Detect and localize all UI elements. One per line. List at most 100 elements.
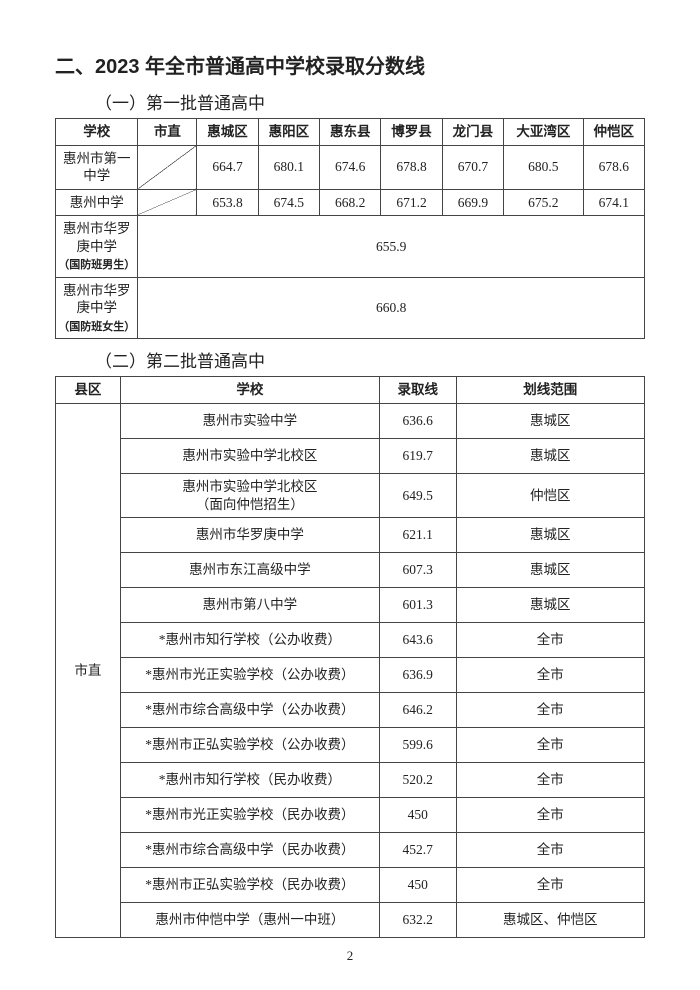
merged-score-cell: 655.9 [138, 216, 645, 278]
score-cell: 450 [379, 798, 456, 833]
col-district: 县区 [56, 377, 121, 404]
school-cell: *惠州市综合高级中学（公办收费） [120, 693, 379, 728]
score-cell: 643.6 [379, 623, 456, 658]
scope-cell: 全市 [456, 763, 645, 798]
score-cell: 601.3 [379, 588, 456, 623]
table-row: 惠州市第八中学601.3惠城区 [56, 588, 645, 623]
scope-cell: 全市 [456, 623, 645, 658]
score-cell: 675.2 [504, 189, 584, 216]
col-scope: 划线范围 [456, 377, 645, 404]
col-boluo: 博罗县 [381, 119, 442, 146]
district-cell: 市直 [56, 404, 121, 938]
school-cell: *惠州市正弘实验学校（公办收费） [120, 728, 379, 763]
table-row: *惠州市知行学校（公办收费）643.6全市 [56, 623, 645, 658]
score-cell: 636.6 [379, 404, 456, 439]
section1-title: （一）第一批普通高中 [95, 89, 645, 114]
score-cell: 669.9 [442, 189, 503, 216]
table-row: 惠州市华罗庚中学621.1惠城区 [56, 518, 645, 553]
school-cell: *惠州市光正实验学校（民办收费） [120, 798, 379, 833]
table1-row4: 惠州市华罗 庚中学 （国防班女生） 660.8 [56, 277, 645, 339]
scope-cell: 全市 [456, 693, 645, 728]
scope-cell: 惠城区 [456, 439, 645, 474]
score-cell: 450 [379, 868, 456, 903]
score-cell: 668.2 [320, 189, 381, 216]
scope-cell: 惠城区 [456, 553, 645, 588]
table1-row1: 惠州市第一中学 664.7 680.1 674.6 678.8 670.7 68… [56, 145, 645, 189]
table-row: *惠州市光正实验学校（民办收费）450全市 [56, 798, 645, 833]
score-cell: 636.9 [379, 658, 456, 693]
col-shizhi: 市直 [138, 119, 197, 146]
table-row: *惠州市综合高级中学（公办收费）646.2全市 [56, 693, 645, 728]
table-batch1: 学校 市直 惠城区 惠阳区 惠东县 博罗县 龙门县 大亚湾区 仲恺区 惠州市第一… [55, 118, 645, 339]
col-longmen: 龙门县 [442, 119, 503, 146]
col-dayawan: 大亚湾区 [504, 119, 584, 146]
score-cell: 678.6 [583, 145, 644, 189]
col-score: 录取线 [379, 377, 456, 404]
score-cell: 619.7 [379, 439, 456, 474]
col-school: 学校 [120, 377, 379, 404]
school-cell: *惠州市光正实验学校（公办收费） [120, 658, 379, 693]
score-cell: 621.1 [379, 518, 456, 553]
school-cell: 惠州市华罗庚中学 [120, 518, 379, 553]
school-name: 惠州中学 [56, 189, 138, 216]
scope-cell: 惠城区 [456, 404, 645, 439]
table-row: *惠州市知行学校（民办收费）520.2全市 [56, 763, 645, 798]
scope-cell: 全市 [456, 658, 645, 693]
diagonal-cell [138, 145, 197, 189]
score-cell: 671.2 [381, 189, 442, 216]
score-cell: 678.8 [381, 145, 442, 189]
table-row: 惠州市实验中学北校区（面向仲恺招生）649.5仲恺区 [56, 474, 645, 518]
school-name: 惠州市华罗 庚中学 （国防班女生） [56, 277, 138, 339]
table-row: 惠州市东江高级中学607.3惠城区 [56, 553, 645, 588]
school-name: 惠州市第一中学 [56, 145, 138, 189]
school-cell: *惠州市知行学校（公办收费） [120, 623, 379, 658]
scope-cell: 全市 [456, 728, 645, 763]
diagonal-cell [138, 189, 197, 216]
school-cell: 惠州市东江高级中学 [120, 553, 379, 588]
score-cell: 680.1 [258, 145, 319, 189]
table-row: *惠州市正弘实验学校（公办收费）599.6全市 [56, 728, 645, 763]
table1-row2: 惠州中学 653.8 674.5 668.2 671.2 669.9 675.2… [56, 189, 645, 216]
scope-cell: 惠城区 [456, 518, 645, 553]
table-row: *惠州市综合高级中学（民办收费）452.7全市 [56, 833, 645, 868]
col-huiyang: 惠阳区 [258, 119, 319, 146]
score-cell: 607.3 [379, 553, 456, 588]
table-row: *惠州市光正实验学校（公办收费）636.9全市 [56, 658, 645, 693]
scope-cell: 全市 [456, 833, 645, 868]
school-cell: 惠州市实验中学 [120, 404, 379, 439]
table-row: 市直惠州市实验中学636.6惠城区 [56, 404, 645, 439]
col-huicheng: 惠城区 [197, 119, 258, 146]
score-cell: 649.5 [379, 474, 456, 518]
score-cell: 599.6 [379, 728, 456, 763]
school-cell: 惠州市仲恺中学（惠州一中班） [120, 903, 379, 938]
page-number: 2 [55, 948, 645, 964]
score-cell: 653.8 [197, 189, 258, 216]
scope-cell: 仲恺区 [456, 474, 645, 518]
school-cell: *惠州市正弘实验学校（民办收费） [120, 868, 379, 903]
score-cell: 632.2 [379, 903, 456, 938]
table1-row3: 惠州市华罗 庚中学 （国防班男生） 655.9 [56, 216, 645, 278]
col-zhongkai: 仲恺区 [583, 119, 644, 146]
table2-header-row: 县区 学校 录取线 划线范围 [56, 377, 645, 404]
merged-score-cell: 660.8 [138, 277, 645, 339]
score-cell: 646.2 [379, 693, 456, 728]
score-cell: 674.5 [258, 189, 319, 216]
school-cell: 惠州市实验中学北校区 [120, 439, 379, 474]
score-cell: 674.1 [583, 189, 644, 216]
score-cell: 520.2 [379, 763, 456, 798]
table-row: 惠州市实验中学北校区619.7惠城区 [56, 439, 645, 474]
score-cell: 674.6 [320, 145, 381, 189]
table-row: *惠州市正弘实验学校（民办收费）450全市 [56, 868, 645, 903]
score-cell: 664.7 [197, 145, 258, 189]
section2-title: （二）第二批普通高中 [95, 347, 645, 372]
table-batch2: 县区 学校 录取线 划线范围 市直惠州市实验中学636.6惠城区惠州市实验中学北… [55, 376, 645, 938]
school-cell: *惠州市知行学校（民办收费） [120, 763, 379, 798]
score-cell: 670.7 [442, 145, 503, 189]
school-cell: *惠州市综合高级中学（民办收费） [120, 833, 379, 868]
main-title: 二、2023 年全市普通高中学校录取分数线 [55, 50, 645, 79]
school-cell: 惠州市实验中学北校区（面向仲恺招生） [120, 474, 379, 518]
school-name: 惠州市华罗 庚中学 （国防班男生） [56, 216, 138, 278]
table-row: 惠州市仲恺中学（惠州一中班）632.2惠城区、仲恺区 [56, 903, 645, 938]
scope-cell: 惠城区、仲恺区 [456, 903, 645, 938]
col-school: 学校 [56, 119, 138, 146]
